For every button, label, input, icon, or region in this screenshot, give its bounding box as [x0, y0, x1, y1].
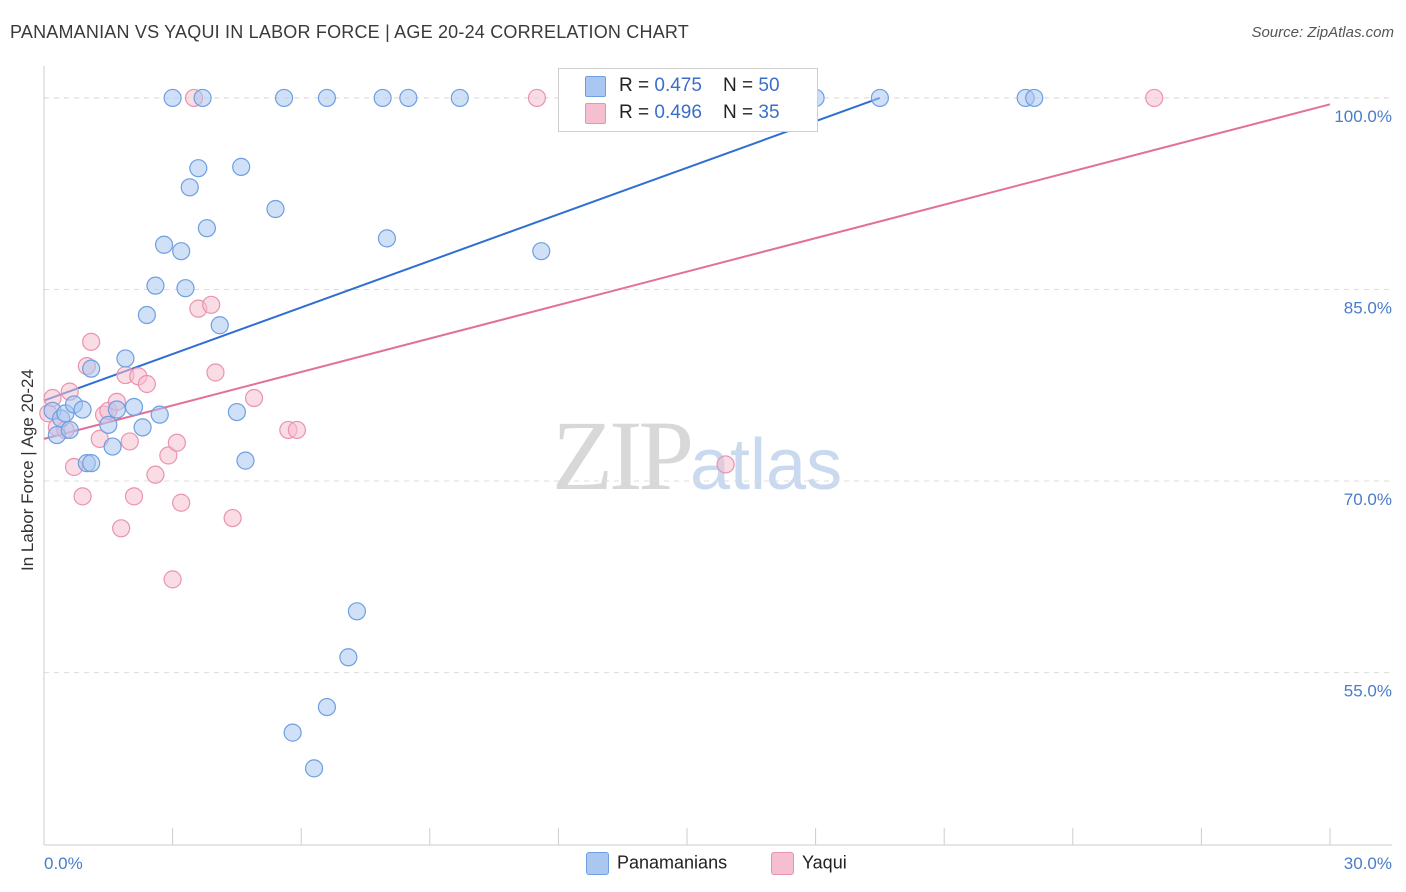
point-yaqui: [167, 433, 186, 452]
point-panamanians: [60, 420, 79, 440]
chart-title: PANAMANIAN VS YAQUI IN LABOR FORCE | AGE…: [10, 22, 689, 42]
legend-label: Yaqui: [802, 852, 847, 873]
point-panamanians: [532, 242, 551, 261]
point-yaqui: [202, 295, 221, 314]
point-panamanians: [870, 88, 890, 108]
axes: [43, 66, 1392, 846]
point-yaqui: [159, 446, 178, 465]
point-yaqui: [112, 519, 131, 538]
point-panamanians: [99, 415, 118, 434]
legend-item-panamanians[interactable]: Panamanians: [586, 852, 727, 876]
y-tick-label: 55.0%: [1344, 682, 1392, 701]
point-panamanians: [347, 602, 367, 621]
y-tick-label: 100.0%: [1334, 107, 1392, 126]
x-tick-label: 30.0%: [1344, 854, 1392, 873]
tick-labels: 55.0% 70.0% 85.0% 100.0% 0.0% 30.0%: [44, 107, 1392, 873]
point-panamanians: [176, 279, 195, 298]
point-panamanians: [116, 349, 135, 368]
point-panamanians: [304, 759, 324, 778]
point-panamanians: [399, 88, 418, 108]
r-value: 0.475: [654, 75, 702, 96]
point-panamanians: [133, 418, 152, 437]
point-panamanians: [172, 242, 191, 261]
r-value: 0.496: [654, 102, 702, 123]
point-panamanians: [197, 219, 216, 238]
trend-line-yaqui: [43, 103, 1331, 440]
point-panamanians: [82, 359, 101, 378]
point-yaqui: [163, 570, 182, 589]
trend-line-panamanians: [43, 96, 881, 402]
panamanians-swatch: [585, 76, 606, 97]
trend-lines: [43, 96, 1331, 440]
data-points: [39, 88, 1164, 778]
point-panamanians: [317, 697, 337, 717]
point-yaqui: [146, 465, 165, 484]
point-yaqui: [1145, 88, 1164, 108]
point-panamanians: [210, 316, 229, 335]
x-tick-label: 0.0%: [44, 854, 83, 873]
legend-item-yaqui[interactable]: Yaqui: [771, 852, 847, 876]
point-panamanians: [137, 305, 156, 325]
chart-source: Source: ZipAtlas.com: [1251, 24, 1394, 41]
point-yaqui: [73, 487, 92, 506]
watermark: ZIPatlas: [552, 398, 842, 513]
watermark-zip: ZIP: [552, 400, 694, 511]
point-panamanians: [163, 88, 182, 108]
stats-legend: R = 0.475 N = 50 R = 0.496 N = 35: [558, 68, 818, 132]
y-tick-label: 85.0%: [1344, 298, 1392, 317]
point-panamanians: [189, 159, 208, 178]
point-yaqui: [244, 388, 264, 408]
watermark-atlas: atlas: [690, 425, 843, 505]
point-panamanians: [232, 157, 251, 176]
series-legend: Panamanians Yaqui: [0, 850, 1406, 878]
r-label: R =: [619, 102, 655, 123]
point-panamanians: [180, 178, 199, 197]
n-value: 35: [758, 102, 780, 123]
point-panamanians: [266, 199, 285, 219]
point-panamanians: [154, 235, 174, 254]
r-label: R =: [619, 75, 655, 96]
point-panamanians: [82, 454, 101, 473]
point-panamanians: [339, 648, 358, 667]
point-yaqui: [527, 88, 547, 108]
point-panamanians: [150, 405, 169, 424]
point-panamanians: [283, 723, 302, 742]
point-panamanians: [193, 88, 212, 108]
point-panamanians: [103, 437, 122, 456]
point-yaqui: [206, 363, 225, 382]
n-value: 50: [758, 75, 780, 96]
legend-label: Panamanians: [617, 852, 728, 873]
yaqui-legend-swatch: [771, 852, 794, 875]
y-tick-label: 70.0%: [1344, 490, 1392, 509]
point-yaqui: [82, 332, 101, 351]
point-yaqui: [120, 432, 139, 451]
point-panamanians: [1025, 88, 1044, 108]
panamanians-legend-swatch: [586, 852, 609, 875]
point-yaqui: [124, 487, 144, 506]
yaqui-swatch: [585, 103, 606, 124]
point-panamanians: [107, 400, 126, 419]
point-yaqui: [137, 374, 156, 394]
point-yaqui: [172, 493, 191, 512]
point-panamanians: [373, 88, 392, 108]
point-panamanians: [227, 402, 246, 422]
point-panamanians: [146, 276, 165, 295]
point-panamanians: [377, 229, 397, 248]
n-label: N =: [723, 102, 759, 123]
point-panamanians: [450, 88, 469, 108]
point-yaqui: [716, 455, 735, 474]
point-yaqui: [223, 508, 242, 528]
n-label: N =: [723, 75, 759, 96]
point-panamanians: [274, 88, 294, 108]
point-panamanians: [317, 88, 337, 108]
point-panamanians: [236, 451, 255, 470]
point-panamanians: [124, 397, 144, 417]
point-yaqui: [287, 420, 307, 440]
point-panamanians: [73, 400, 92, 419]
